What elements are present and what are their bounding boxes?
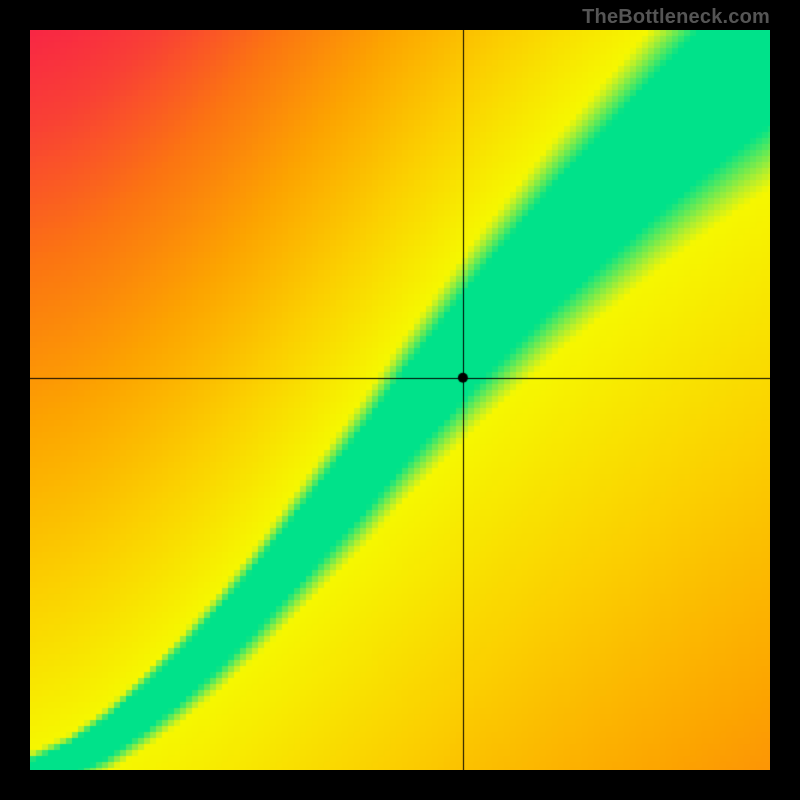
plot-area (30, 30, 770, 770)
watermark: TheBottleneck.com (582, 6, 770, 29)
bottleneck-heatmap: TheBottleneck.com (0, 0, 800, 800)
heatmap-canvas (30, 30, 770, 770)
